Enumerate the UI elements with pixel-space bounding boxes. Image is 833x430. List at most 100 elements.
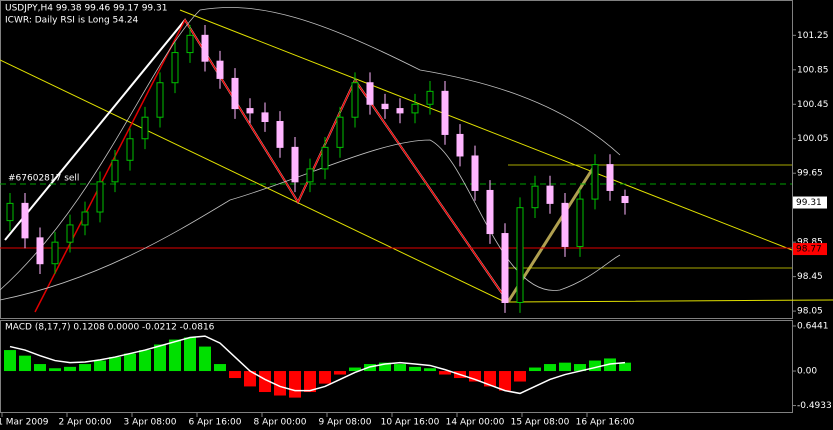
y-tick-label: 98.45 [797, 272, 823, 282]
histogram-bar [319, 371, 331, 384]
histogram-bar [229, 371, 241, 379]
chart-title: USDJPY,H4 99.38 99.46 99.17 99.31 [5, 4, 167, 14]
histogram-bar [559, 362, 571, 372]
candle-body [471, 155, 479, 191]
histogram-bar [139, 350, 151, 372]
y-tick-label: 0.6441 [797, 322, 829, 332]
candle-body [321, 146, 329, 170]
channel-line [179, 9, 793, 251]
price-pane [0, 0, 793, 319]
y-tick-label: 100.45 [797, 100, 829, 110]
candle-body [561, 202, 569, 247]
candle-body [96, 181, 104, 213]
subtitle: ICWR: Daily RSI is Long 54.24 [5, 16, 139, 26]
histogram-bar [259, 371, 271, 393]
candle-body [606, 164, 614, 191]
candle-body [111, 159, 119, 183]
y-tick-label: 101.25 [797, 31, 829, 41]
histogram-bar [409, 366, 421, 372]
histogram-bar [154, 344, 166, 372]
histogram-bar [274, 371, 286, 396]
histogram-bar [244, 371, 256, 387]
candle-body [621, 195, 629, 204]
macd-pane [0, 320, 793, 413]
histogram-bar [49, 368, 61, 372]
x-tick-label: 15 Apr 08:00 [511, 418, 570, 428]
candle-body [441, 90, 449, 135]
candle-body [246, 108, 254, 114]
candle-body [516, 207, 524, 303]
histogram-bar [499, 371, 511, 391]
candle-body [81, 211, 89, 226]
candle-body [21, 202, 29, 239]
histogram-bar [619, 362, 631, 372]
y-tick-label: 100.85 [797, 65, 829, 75]
bollinger-band [0, 139, 621, 301]
candle-body [306, 168, 314, 183]
histogram-bar [214, 364, 226, 372]
y-tick-label: 99.65 [797, 169, 823, 179]
histogram-bar [484, 371, 496, 387]
candle-body [546, 185, 554, 204]
candle-body [156, 82, 164, 118]
candle-body [336, 116, 344, 148]
candle-body [216, 60, 224, 79]
x-tick-label: 2 Apr 00:00 [59, 418, 112, 428]
x-tick-label: 9 Apr 08:00 [319, 418, 372, 428]
candle-body [51, 241, 59, 265]
candle-body [456, 133, 464, 157]
histogram-bar [574, 364, 586, 372]
candle-body [126, 138, 134, 161]
histogram-bar [334, 371, 346, 375]
candle-body [171, 52, 179, 84]
histogram-bar [94, 360, 106, 372]
x-tick-label: 14 Apr 00:00 [446, 418, 505, 428]
histogram-bar [349, 367, 361, 372]
histogram-bar [424, 368, 436, 372]
histogram-bar [589, 360, 601, 372]
y-tick-label: 100.05 [797, 134, 829, 144]
x-tick-label: 31 Mar 2009 [0, 418, 49, 428]
x-tick-label: 3 Apr 08:00 [124, 418, 177, 428]
candle-body [201, 34, 209, 62]
histogram-bar [439, 371, 451, 375]
histogram-bar [19, 355, 31, 372]
bollinger-band [0, 7, 621, 291]
candle-body [291, 146, 299, 183]
candle-body [141, 116, 149, 140]
histogram-bar [199, 346, 211, 372]
signal-line [9, 335, 626, 395]
candle-body [576, 198, 584, 247]
candle-body [351, 82, 359, 118]
price-label: 99.31 [796, 198, 822, 208]
x-tick-label: 16 Apr 16:00 [576, 418, 635, 428]
price-label-box [793, 243, 827, 256]
candle-body [276, 121, 284, 148]
histogram-bar [109, 357, 121, 372]
histogram-bar [4, 350, 16, 372]
y-tick-label: 0.00 [797, 367, 817, 377]
candle-body [486, 189, 494, 235]
candle-body [381, 103, 389, 110]
y-tick-label: 98.85 [797, 238, 823, 248]
candle-body [6, 202, 14, 222]
candle-body [591, 164, 599, 200]
candle-body [186, 34, 194, 54]
macd-title: MACD (8,17,7) 0.1208 0.0000 -0.0212 -0.0… [5, 323, 215, 333]
candle-body [366, 82, 374, 105]
histogram-bar [379, 362, 391, 372]
x-tick-label: 8 Apr 00:00 [254, 418, 307, 428]
candle-body [231, 77, 239, 110]
histogram-bar [124, 353, 136, 372]
histogram-bar [469, 371, 481, 382]
candle-body [36, 237, 44, 265]
histogram-bar [394, 364, 406, 372]
candle-body [501, 233, 509, 303]
x-tick-label: 6 Apr 16:00 [189, 418, 242, 428]
y-tick-label: -0.4933 [797, 401, 832, 411]
histogram-bar [64, 366, 76, 372]
histogram-bar [514, 371, 526, 382]
annotation: #67602817 sell [8, 174, 79, 184]
